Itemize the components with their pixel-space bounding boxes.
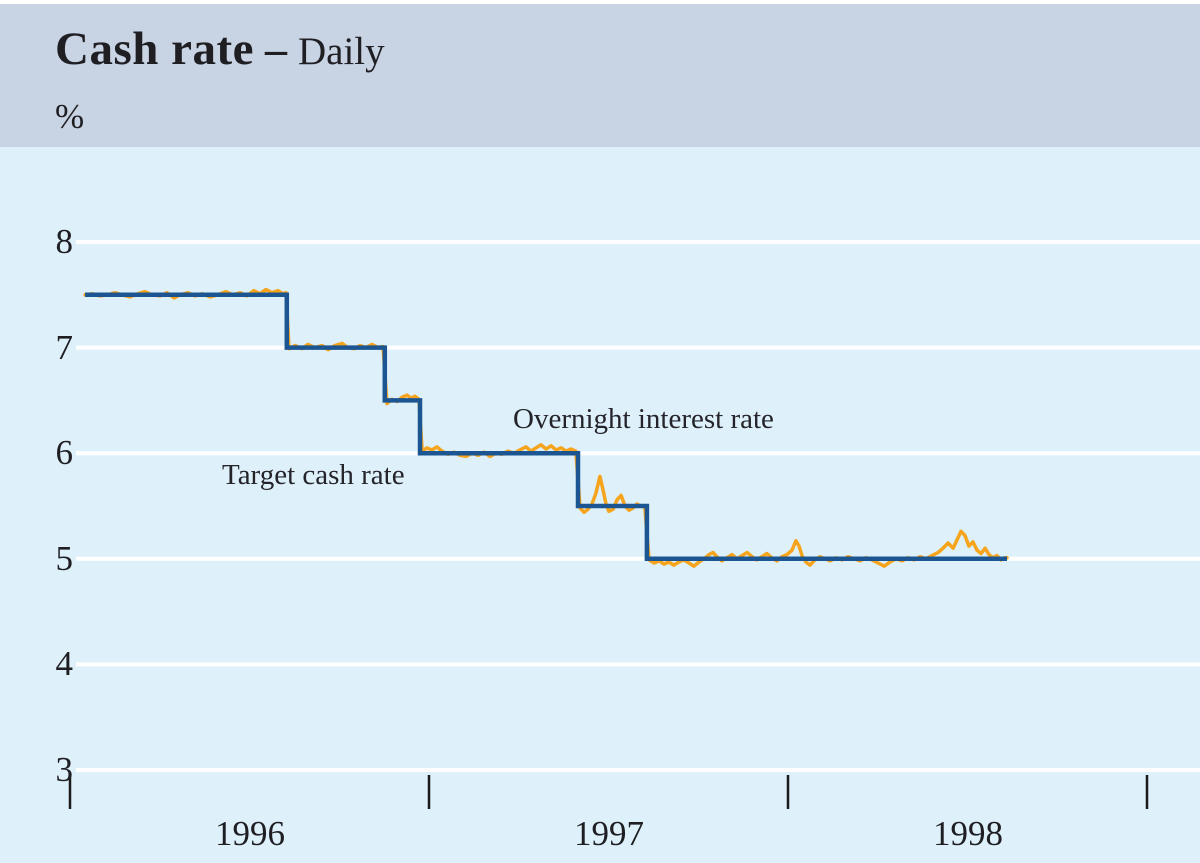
chart-title: Cash rate – Daily <box>55 22 385 76</box>
y-axis-tick-label-4: 4 <box>55 644 74 683</box>
y-axis-tick-label-5: 5 <box>55 539 74 578</box>
chart-title-separator: – <box>254 25 298 74</box>
y-axis-tick-label-6: 6 <box>55 433 74 472</box>
y-axis-tick-label-3: 3 <box>55 750 74 789</box>
y-axis-unit-label: % <box>55 97 85 136</box>
overnight-interest-rate-series-label: Overnight interest rate <box>513 403 774 435</box>
x-axis-year-label-1998: 1998 <box>933 814 1003 853</box>
x-axis-year-label-1997: 1997 <box>574 814 644 853</box>
chart-title-main: Cash rate <box>55 23 254 75</box>
y-axis-tick-label-7: 7 <box>55 328 74 367</box>
target-cash-rate-line <box>85 292 1007 562</box>
chart-title-frequency: Daily <box>298 30 385 73</box>
x-axis-year-label-1996: 1996 <box>215 814 285 853</box>
target-cash-rate-series-label: Target cash rate <box>222 459 405 491</box>
header-band <box>0 4 1200 147</box>
y-axis-tick-label-8: 8 <box>55 222 74 261</box>
